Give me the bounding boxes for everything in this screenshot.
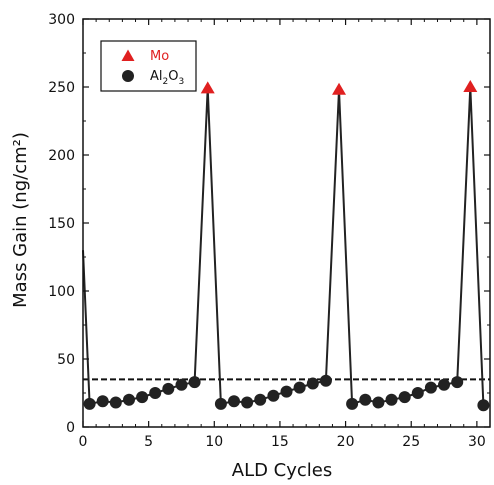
al2o3-point	[411, 387, 424, 399]
al2o3-point	[293, 381, 306, 394]
data-markers	[83, 80, 490, 412]
al2o3-point	[372, 396, 385, 409]
al2o3-point	[280, 385, 293, 398]
al2o3-point	[109, 396, 122, 409]
x-tick-label: 15	[271, 434, 289, 450]
al2o3-point	[188, 376, 201, 389]
x-tick-label: 30	[468, 434, 486, 450]
al2o3-point	[83, 397, 96, 410]
legend: Mo Al2O3	[100, 40, 197, 92]
al2o3-point	[241, 396, 254, 409]
al2o3-point	[438, 378, 450, 391]
al2o3-point	[346, 397, 359, 410]
y-tick-label: 300	[48, 12, 75, 28]
legend-al2o3-marker	[122, 70, 134, 82]
al2o3-point	[398, 391, 411, 404]
mo-point	[332, 82, 347, 95]
al2o3-point	[477, 399, 490, 412]
x-tick-label: 10	[205, 434, 223, 450]
y-tick-label: 150	[48, 216, 75, 232]
x-axis-ticks: 0 5 10 15 20 25 30	[79, 19, 491, 450]
al2o3-point	[228, 395, 240, 408]
legend-mo-label: Mo	[150, 49, 169, 64]
al2o3-point	[359, 393, 372, 406]
al2o3-point	[254, 393, 267, 406]
x-tick-label: 0	[79, 434, 88, 450]
y-tick-label: 50	[57, 352, 75, 368]
mo-point	[463, 80, 478, 92]
al2o3-point	[96, 395, 109, 408]
y-tick-label: 250	[48, 80, 75, 96]
al2o3-point	[123, 393, 135, 406]
x-tick-label: 25	[402, 434, 420, 450]
al2o3-point	[306, 377, 319, 390]
mo-point	[200, 81, 215, 94]
legend-mo-marker	[121, 49, 135, 61]
legend-al2o3-label: Al2O3	[150, 69, 184, 87]
x-tick-label: 20	[337, 434, 355, 450]
y-tick-label: 100	[48, 284, 75, 300]
data-line	[82, 86, 485, 406]
y-axis-title: Mass Gain (ng/cm²)	[10, 132, 31, 308]
al2o3-point	[214, 397, 227, 410]
al2o3-point	[424, 381, 437, 394]
y-tick-label: 0	[66, 420, 75, 436]
al2o3-point	[319, 374, 332, 387]
y-axis-ticks: 0 50 100 150 200 250 300	[48, 12, 490, 436]
al2o3-point	[175, 378, 188, 391]
al2o3-point	[451, 376, 464, 389]
y-tick-label: 200	[48, 148, 75, 164]
al2o3-point	[136, 391, 149, 404]
legend-box	[100, 40, 197, 92]
al2o3-point	[267, 389, 280, 402]
al2o3-point	[162, 382, 175, 395]
plot-area	[82, 80, 490, 412]
al2o3-point	[149, 387, 162, 399]
al2o3-point	[385, 393, 398, 406]
x-axis-title: ALD Cycles	[232, 460, 333, 481]
x-tick-label: 5	[144, 434, 153, 450]
